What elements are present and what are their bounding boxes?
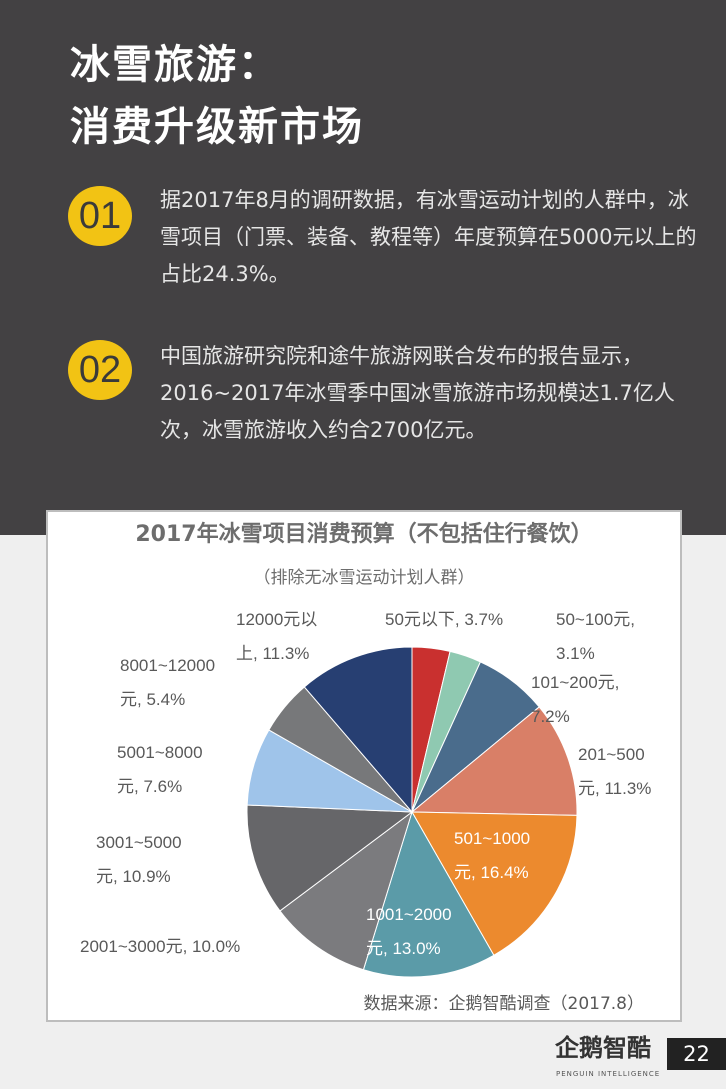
point-badge-01: 01 — [68, 186, 132, 246]
header-panel — [0, 0, 726, 535]
page-title-line1: 冰雪旅游： — [70, 42, 280, 88]
pie-slice-4 — [411, 811, 578, 956]
pie-label-7: 3001~5000 元, 10.9% — [96, 833, 182, 886]
pie-slice-10 — [303, 646, 413, 814]
pie-label-6: 2001~3000元, 10.0% — [80, 937, 241, 956]
pie-label-2: 101~200元, 7.2% — [531, 673, 620, 726]
pie-label-8: 5001~8000 元, 7.6% — [117, 743, 203, 796]
point-text-01: 据2017年8月的调研数据，有冰雪运动计划的人群中，冰雪项目（门票、装备、教程等… — [160, 188, 697, 286]
pie-label-9: 8001~12000 元, 5.4% — [120, 656, 216, 709]
pie-slice-5 — [362, 810, 495, 978]
logo-subtitle: PENGUIN INTELLIGENCE — [556, 1070, 661, 1078]
point-text-02: 中国旅游研究院和途牛旅游网联合发布的报告显示，2016~2017年冰雪季中国冰雪… — [160, 344, 675, 442]
pie-label-0: 50元以下, 3.7% — [385, 610, 504, 629]
page-number: 22 — [667, 1038, 726, 1070]
penguin-logo: 企鹅智酷 — [555, 1034, 651, 1062]
chart-subtitle: （排除无冰雪运动计划人群） — [253, 568, 475, 588]
point-badge-02: 02 — [68, 340, 132, 400]
page-title-line2: 消费升级新市场 — [70, 104, 364, 150]
chart-source: 数据来源：企鹅智酷调查（2017.8） — [363, 994, 644, 1014]
pie-label-3: 201~500 元, 11.3% — [578, 745, 652, 798]
pie-label-1: 50~100元, 3.1% — [556, 610, 635, 663]
pie-label-5: 1001~2000 元, 13.0% — [366, 905, 452, 958]
pie-slice-6 — [279, 810, 413, 971]
pie-slice-7 — [246, 804, 414, 912]
pie-label-4: 501~1000 元, 16.4% — [454, 829, 531, 882]
pie-label-10: 12000元以 上, 11.3% — [236, 610, 318, 663]
pie-slice-3 — [410, 706, 578, 816]
chart-title: 2017年冰雪项目消费预算（不包括住行餐饮） — [135, 522, 593, 547]
